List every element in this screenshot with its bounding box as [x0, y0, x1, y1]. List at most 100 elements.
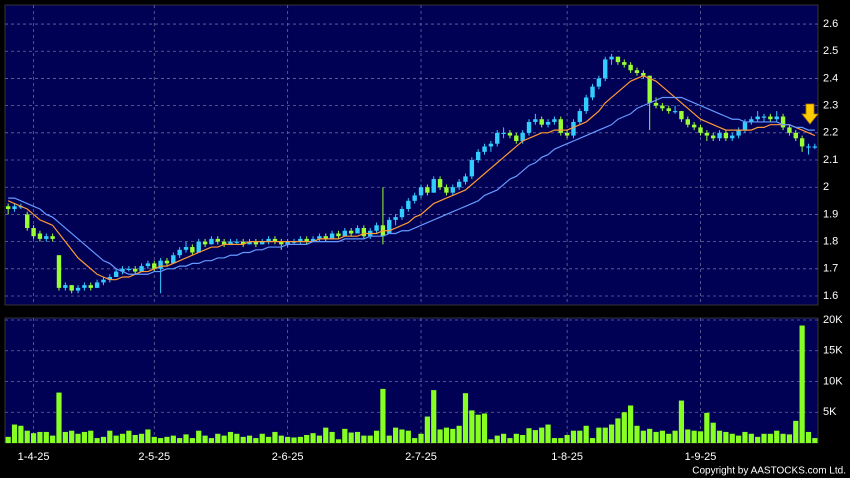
x-tick-label: 1-8-25	[551, 451, 583, 463]
volume-bar	[323, 427, 329, 443]
volume-bar	[393, 427, 399, 443]
candle-body	[495, 132, 500, 144]
candle-body	[279, 241, 284, 245]
candle-body	[69, 285, 74, 291]
candle-body	[164, 260, 170, 264]
volume-bar	[678, 400, 685, 443]
volume-bar	[545, 424, 551, 443]
candle-body	[507, 132, 513, 136]
volume-bar	[221, 435, 227, 443]
volume-bar	[602, 427, 608, 443]
candle-body	[418, 187, 424, 196]
candle-body	[685, 119, 690, 125]
y-tick-label: 20K	[823, 314, 843, 326]
volume-bar	[11, 424, 18, 443]
candle-body	[431, 179, 436, 193]
volume-bar	[367, 435, 373, 443]
candle-body	[526, 121, 532, 133]
y-tick-label: 2.6	[823, 18, 838, 30]
volume-bar	[202, 435, 208, 443]
volume-bar	[240, 436, 246, 443]
volume-bar	[450, 428, 456, 443]
candle-body	[698, 127, 703, 133]
volume-bar	[170, 435, 176, 443]
volume-bar	[177, 438, 183, 443]
candle-body	[247, 241, 252, 245]
candle-body	[317, 236, 322, 239]
volume-bar	[615, 418, 621, 443]
candle-body	[266, 238, 271, 242]
y-tick-label: 1.6	[823, 290, 838, 302]
volume-bar	[488, 439, 494, 443]
candle-body	[628, 64, 633, 71]
volume-bar	[253, 438, 259, 443]
volume-bar	[56, 392, 62, 443]
candle-body	[545, 121, 551, 125]
volume-bar	[507, 438, 513, 443]
volume-bar	[761, 433, 767, 443]
volume-bar	[805, 431, 812, 443]
candle-body	[647, 75, 652, 103]
candle-body	[50, 236, 55, 239]
candle-body	[488, 143, 494, 147]
volume-bar	[43, 431, 49, 443]
candle-body	[787, 127, 792, 133]
volume-bar	[164, 436, 170, 443]
candle-body	[272, 238, 278, 242]
volume-bar	[723, 431, 729, 443]
volume-bar	[748, 433, 754, 443]
candle-body	[336, 233, 341, 237]
volume-bar	[272, 431, 278, 443]
candle-body	[355, 228, 360, 234]
volume-bar	[539, 427, 545, 443]
volume-bar	[412, 438, 418, 443]
volume-bar	[310, 433, 316, 443]
candle-body	[139, 266, 144, 272]
candle-body	[596, 78, 602, 87]
candle-body	[691, 124, 697, 128]
volume-bar	[354, 431, 361, 443]
candle-body	[75, 287, 81, 291]
candle-body	[253, 241, 259, 245]
y-tick-label: 2.2	[823, 127, 838, 139]
x-tick-label: 1-9-25	[685, 451, 717, 463]
candle-body	[374, 225, 379, 231]
plot-background	[4, 4, 819, 306]
candle-body	[412, 195, 417, 201]
plot-background	[4, 317, 819, 444]
candle-body	[298, 238, 303, 242]
volume-bar	[126, 430, 132, 443]
volume-bar	[132, 435, 138, 443]
candle-body	[399, 208, 405, 218]
candle-body	[501, 132, 506, 135]
candle-body	[126, 268, 132, 271]
y-tick-label: 5K	[823, 406, 837, 418]
candle-body	[37, 233, 43, 239]
y-tick-label: 10K	[823, 375, 843, 387]
candle-body	[393, 217, 398, 220]
volume-bar	[329, 431, 335, 443]
candle-body	[799, 138, 805, 147]
y-tick-label: 2	[823, 181, 829, 193]
volume-bar	[107, 430, 113, 443]
volume-bar	[481, 413, 488, 443]
volume-bar	[88, 430, 94, 443]
volume-bar	[583, 425, 589, 443]
candle-body	[240, 241, 246, 245]
volume-bar	[767, 433, 773, 443]
volume-bar	[18, 425, 24, 443]
moving-average-line	[7, 75, 816, 281]
volume-bar	[37, 431, 43, 443]
candle-body	[583, 97, 589, 112]
volume-bar	[742, 431, 748, 443]
volume-bar	[437, 429, 443, 443]
volume-bar	[75, 433, 81, 443]
candle-body	[183, 247, 189, 250]
copyright: Copyright by AASTOCKS.com Ltd.	[692, 466, 846, 477]
candle-body	[342, 230, 348, 237]
volume-bar	[208, 438, 215, 443]
candle-body	[196, 241, 201, 253]
candle-body	[361, 228, 367, 237]
volume-bar	[418, 433, 424, 443]
